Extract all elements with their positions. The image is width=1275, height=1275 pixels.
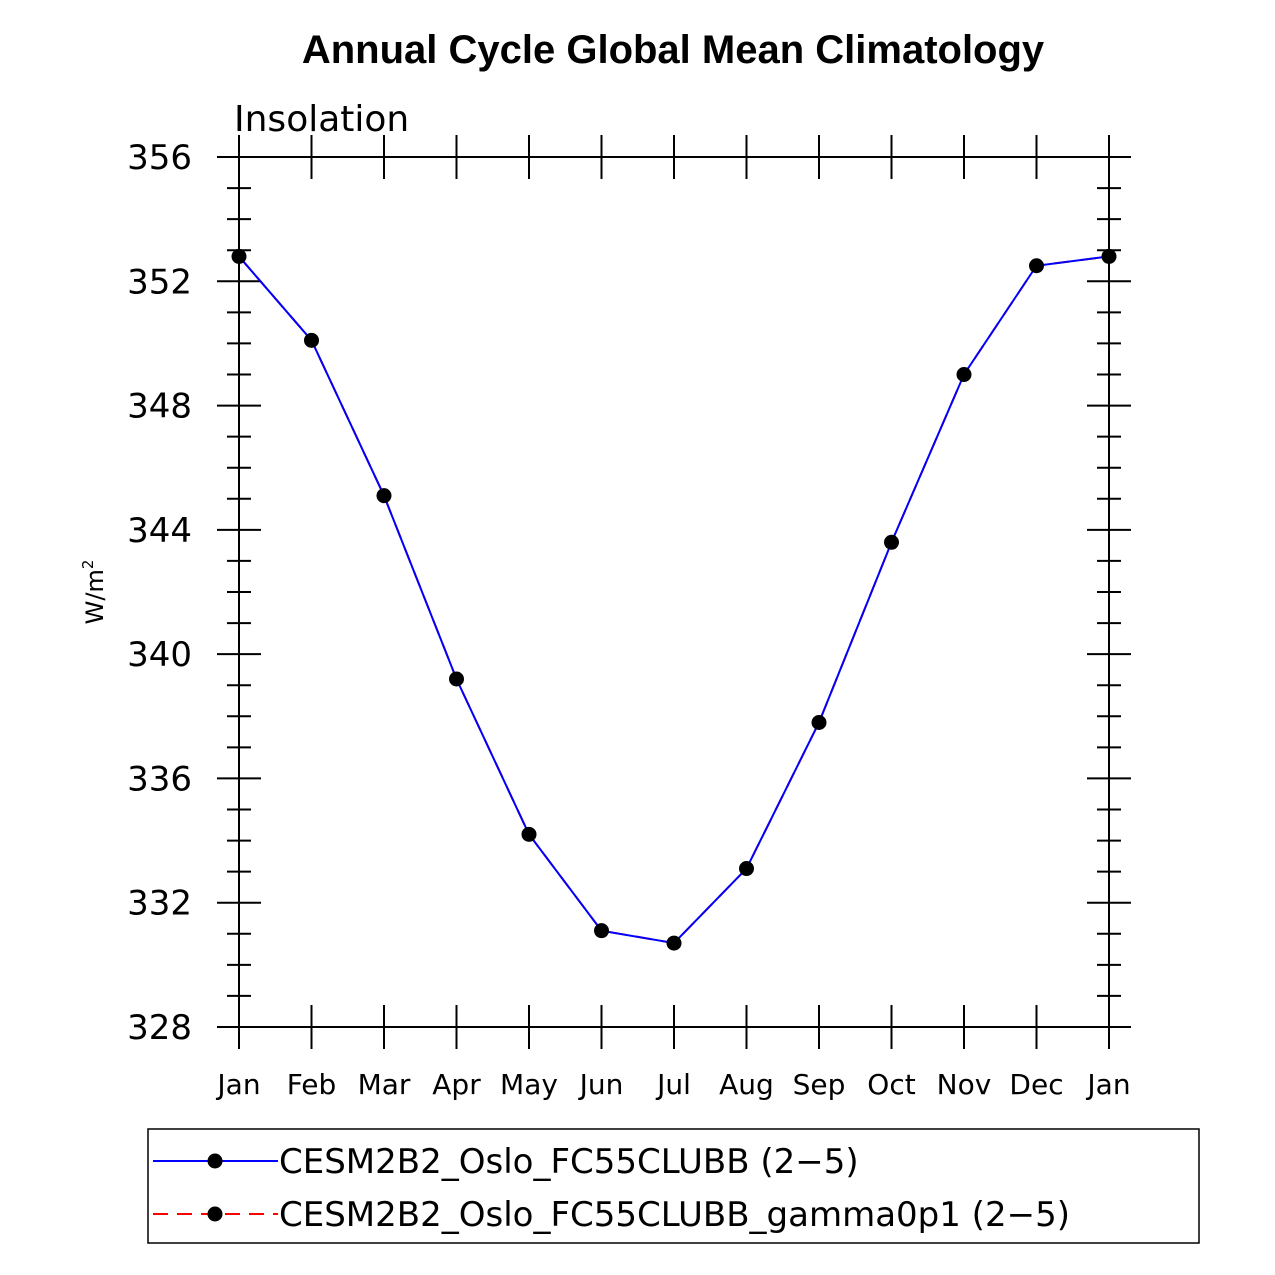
y-axis-label: W/m2 xyxy=(79,560,109,625)
plot-axes: 328 332 336 340 344 348 352 356 Jan Feb Mar Apr May J… xyxy=(127,135,1131,1101)
y-axis-label-sup: 2 xyxy=(79,560,97,570)
y-tick-label: 336 xyxy=(127,759,192,799)
y-tick-label: 340 xyxy=(127,635,192,675)
plot-frame xyxy=(238,156,1110,1028)
x-tick-label: Feb xyxy=(287,1068,337,1101)
legend-marker-0 xyxy=(207,1153,223,1169)
data-point xyxy=(1101,248,1117,264)
x-tick-label: Dec xyxy=(1009,1068,1063,1101)
legend-label-0: CESM2B2_Oslo_FC55CLUBB (2−5) xyxy=(279,1142,859,1182)
data-point xyxy=(449,671,464,687)
y-tick-label: 348 xyxy=(127,387,192,427)
series-line-1 xyxy=(238,255,1110,945)
y-tick-label: 332 xyxy=(127,884,192,924)
data-point xyxy=(666,935,682,951)
chart-subtitle: Insolation xyxy=(234,99,409,140)
x-tick-label: Oct xyxy=(867,1068,915,1101)
data-point xyxy=(521,826,537,842)
series-layer xyxy=(231,248,1117,951)
legend-marker-1 xyxy=(207,1206,223,1222)
x-tick-label: Jun xyxy=(578,1068,624,1101)
data-point xyxy=(376,488,392,504)
data-point xyxy=(304,332,319,348)
chart-title: Annual Cycle Global Mean Climatology xyxy=(302,28,1045,72)
legend-label-1: CESM2B2_Oslo_FC55CLUBB_gamma0p1 (2−5) xyxy=(279,1195,1070,1235)
data-point xyxy=(739,861,754,877)
y-axis-label-base: W/m xyxy=(81,569,109,624)
series-line-0 xyxy=(238,255,1110,945)
data-point xyxy=(956,367,972,382)
x-tick-label: Jul xyxy=(655,1068,691,1101)
y-tick-label: 356 xyxy=(127,138,192,178)
data-point xyxy=(231,248,247,264)
data-point xyxy=(594,923,609,939)
y-tick-label: 344 xyxy=(127,511,192,551)
x-tick-label: Jan xyxy=(215,1068,260,1101)
x-tick-label: Sep xyxy=(793,1068,846,1101)
data-point xyxy=(884,534,899,550)
legend: CESM2B2_Oslo_FC55CLUBB (2−5) CESM2B2_Oslo… xyxy=(147,1128,1200,1244)
x-tick-label: Apr xyxy=(432,1068,481,1101)
y-tick-label: 352 xyxy=(127,262,192,302)
x-tick-label: Aug xyxy=(719,1068,774,1101)
data-point xyxy=(811,715,827,730)
x-tick-label: May xyxy=(500,1068,558,1101)
data-point xyxy=(1029,258,1044,274)
x-tick-label: Mar xyxy=(358,1068,411,1101)
y-tick-label: 328 xyxy=(127,1008,192,1048)
x-tick-label: Nov xyxy=(937,1068,992,1101)
x-tick-label: Jan xyxy=(1085,1068,1130,1101)
legend-box xyxy=(147,1128,1200,1244)
